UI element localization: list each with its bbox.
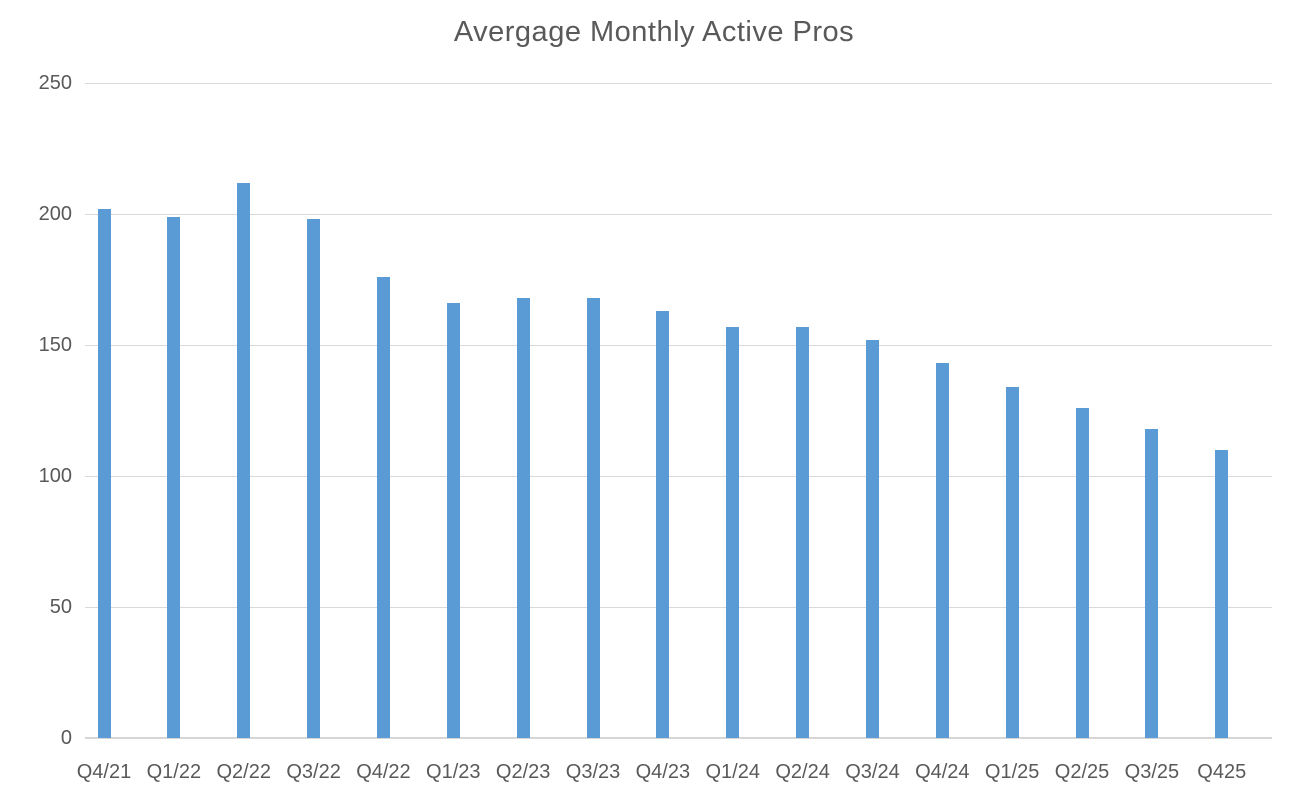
y-axis-tick-label: 200 [38,203,72,225]
gridline [85,213,1272,215]
x-axis-tick-label: Q3/25 [1124,761,1180,783]
bar-q421 [97,208,111,738]
x-axis-tick-label: Q2/23 [495,761,551,783]
chart-title: Avergage Monthly Active Pros [453,16,855,48]
bar-q125 [1005,386,1019,738]
y-axis-tick-label: 0 [60,727,72,749]
bar-q225 [1075,407,1089,738]
y-axis-tick-label: 250 [38,72,72,94]
gridline [85,475,1272,477]
y-axis-tick-label: 100 [38,465,72,487]
x-axis-tick-label: Q425 [1197,761,1247,783]
x-axis-tick-label: Q1/23 [426,761,481,783]
x-axis-tick-label: Q1/25 [984,761,1040,783]
x-axis-tick-label: Q3/22 [286,761,341,783]
gridline [85,344,1272,346]
gridline [85,606,1272,608]
x-axis-tick-label: Q4/23 [635,761,691,783]
y-axis-tick-label: 50 [49,596,72,618]
bar-q122 [167,216,181,738]
x-axis-tick-label: Q3/23 [565,761,621,783]
bar-q123 [446,303,460,738]
bar-q424 [935,363,949,738]
x-axis-tick-label: Q4/24 [915,761,970,783]
bar-q322 [307,219,321,738]
bar-q425 [1215,449,1229,738]
bar-q222 [237,182,251,738]
bar-q422 [376,276,390,738]
x-axis-tick-label: Q3/24 [845,761,900,783]
x-axis-tick-label: Q2/25 [1054,761,1110,783]
bar-q423 [656,310,670,738]
x-axis-tick-label: Q1/24 [705,761,760,783]
y-axis-tick-label: 150 [38,334,72,356]
x-axis-tick-label: Q4/22 [356,761,411,783]
x-axis-tick-label: Q2/24 [775,761,830,783]
x-axis-line [85,737,1272,739]
bar-q124 [726,326,740,738]
bar-q224 [796,326,810,738]
bar-q325 [1145,428,1159,738]
plot-area [85,82,1272,739]
gridline [85,82,1272,84]
bar-q323 [586,297,600,738]
bar-q324 [865,339,879,738]
x-axis-tick-label: Q2/22 [216,761,271,783]
x-axis-tick-label: Q4/21 [76,761,132,783]
x-axis-tick-label: Q1/22 [146,761,202,783]
bar-q223 [516,297,530,738]
